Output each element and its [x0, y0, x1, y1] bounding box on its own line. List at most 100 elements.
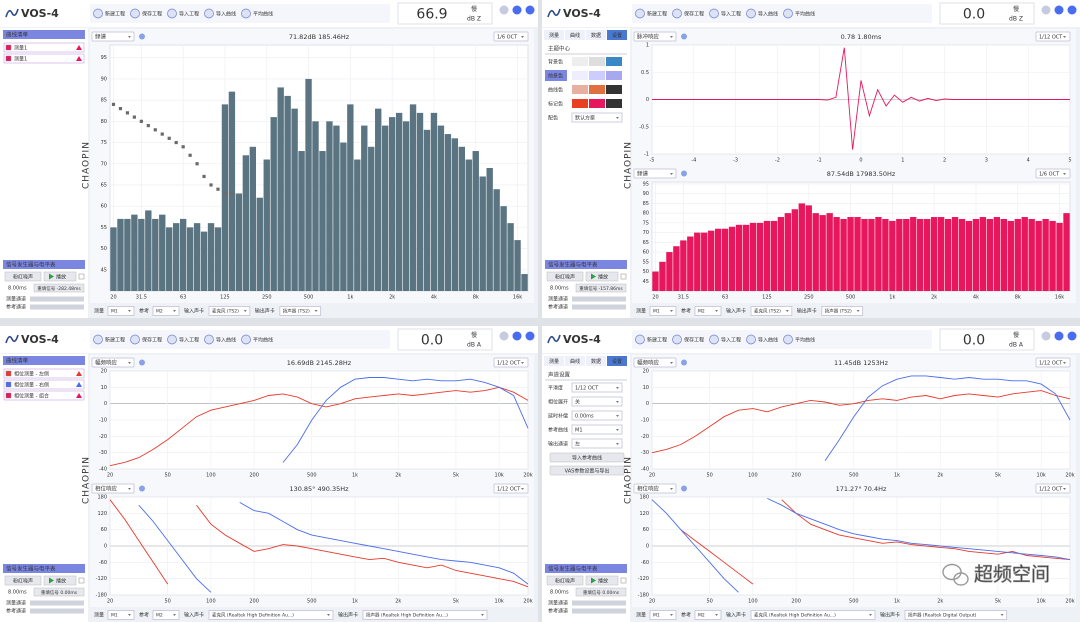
toolbar-icon[interactable]	[167, 334, 177, 345]
toolbar-icon[interactable]	[709, 8, 719, 19]
window-button[interactable]	[1067, 331, 1077, 341]
footer-select[interactable]	[279, 306, 322, 316]
footer-select[interactable]	[107, 306, 135, 316]
toolbar-icon[interactable]	[746, 8, 756, 19]
mode-select[interactable]	[633, 483, 677, 494]
curve-icon[interactable]	[76, 393, 82, 398]
play-button[interactable]	[43, 575, 77, 586]
toolbar-icon[interactable]	[672, 8, 682, 19]
checkbox[interactable]	[5, 55, 12, 62]
footer-select[interactable]	[750, 610, 876, 620]
curve-icon[interactable]	[76, 371, 82, 376]
swatch[interactable]	[606, 71, 622, 80]
footer-select[interactable]	[904, 610, 1008, 620]
button[interactable]	[549, 452, 625, 463]
row-select[interactable]	[571, 112, 623, 123]
window-button[interactable]	[1054, 331, 1064, 341]
loop-checkbox[interactable]	[78, 273, 85, 280]
toolbar-icon[interactable]	[783, 8, 793, 19]
mode-select[interactable]	[633, 357, 677, 368]
curve-item[interactable]	[3, 390, 85, 401]
play-button[interactable]	[585, 271, 619, 282]
footer-select[interactable]	[694, 610, 722, 620]
chart-icon[interactable]	[681, 485, 687, 492]
window-button[interactable]	[525, 331, 535, 341]
footer-select[interactable]	[750, 306, 793, 316]
chart-icon[interactable]	[139, 33, 145, 40]
swatch[interactable]	[572, 99, 588, 108]
checkbox[interactable]	[5, 381, 12, 388]
tab[interactable]	[565, 30, 585, 40]
window-button[interactable]	[499, 331, 509, 341]
resolution-select[interactable]	[1035, 357, 1071, 368]
toolbar-icon[interactable]	[783, 334, 793, 345]
window-button[interactable]	[1041, 5, 1051, 15]
swatch[interactable]	[589, 85, 605, 94]
tab[interactable]	[586, 30, 606, 40]
loop-checkbox[interactable]	[620, 577, 627, 584]
toolbar-icon[interactable]	[241, 8, 251, 19]
chart-icon[interactable]	[681, 359, 687, 366]
chart-icon[interactable]	[139, 485, 145, 492]
loop-checkbox[interactable]	[620, 273, 627, 280]
footer-select[interactable]	[649, 610, 677, 620]
window-button[interactable]	[1067, 5, 1077, 15]
swatch[interactable]	[572, 57, 588, 66]
row-select[interactable]	[571, 410, 623, 421]
window-button[interactable]	[1054, 5, 1064, 15]
resolution-select[interactable]	[1035, 483, 1071, 494]
resolution-select[interactable]	[493, 357, 529, 368]
footer-select[interactable]	[649, 306, 677, 316]
resolution-select[interactable]	[493, 31, 529, 42]
window-button[interactable]	[525, 5, 535, 15]
toolbar-icon[interactable]	[130, 334, 140, 345]
mode-select[interactable]	[633, 31, 677, 42]
delay-button[interactable]	[33, 283, 85, 293]
toolbar-icon[interactable]	[204, 334, 214, 345]
tab[interactable]	[586, 356, 606, 366]
footer-select[interactable]	[152, 306, 180, 316]
swatch[interactable]	[606, 99, 622, 108]
toolbar-icon[interactable]	[167, 8, 177, 19]
footer-select[interactable]	[694, 306, 722, 316]
footer-select[interactable]	[152, 610, 180, 620]
play-button[interactable]	[43, 271, 77, 282]
row-select[interactable]	[571, 396, 623, 407]
swatch[interactable]	[572, 71, 588, 80]
checkbox[interactable]	[5, 370, 12, 377]
signal-button[interactable]	[546, 575, 584, 586]
tab[interactable]	[544, 30, 564, 40]
window-button[interactable]	[512, 5, 522, 15]
checkbox[interactable]	[5, 392, 12, 399]
row-select[interactable]	[571, 424, 623, 435]
resolution-select[interactable]	[1035, 168, 1071, 179]
chart-icon[interactable]	[681, 33, 687, 40]
curve-item[interactable]	[3, 368, 85, 379]
footer-select[interactable]	[362, 610, 488, 620]
swatch[interactable]	[606, 85, 622, 94]
tab[interactable]	[544, 356, 564, 366]
tab[interactable]	[607, 30, 627, 40]
toolbar-icon[interactable]	[709, 334, 719, 345]
delay-button[interactable]	[33, 587, 85, 597]
toolbar-icon[interactable]	[746, 334, 756, 345]
signal-button[interactable]	[4, 575, 42, 586]
row-select[interactable]	[571, 382, 623, 393]
window-button[interactable]	[512, 331, 522, 341]
toolbar-icon[interactable]	[204, 8, 214, 19]
tab[interactable]	[565, 356, 585, 366]
loop-checkbox[interactable]	[78, 577, 85, 584]
resolution-select[interactable]	[493, 483, 529, 494]
signal-button[interactable]	[546, 271, 584, 282]
toolbar-icon[interactable]	[241, 334, 251, 345]
curve-item[interactable]	[3, 379, 85, 390]
swatch[interactable]	[606, 57, 622, 66]
row-select[interactable]	[571, 438, 623, 449]
chart-icon[interactable]	[139, 359, 145, 366]
delay-button[interactable]	[575, 283, 627, 293]
toolbar-icon[interactable]	[93, 334, 103, 345]
toolbar-icon[interactable]	[672, 334, 682, 345]
resolution-select[interactable]	[1035, 31, 1071, 42]
footer-select[interactable]	[107, 610, 135, 620]
mode-select[interactable]	[91, 31, 135, 42]
